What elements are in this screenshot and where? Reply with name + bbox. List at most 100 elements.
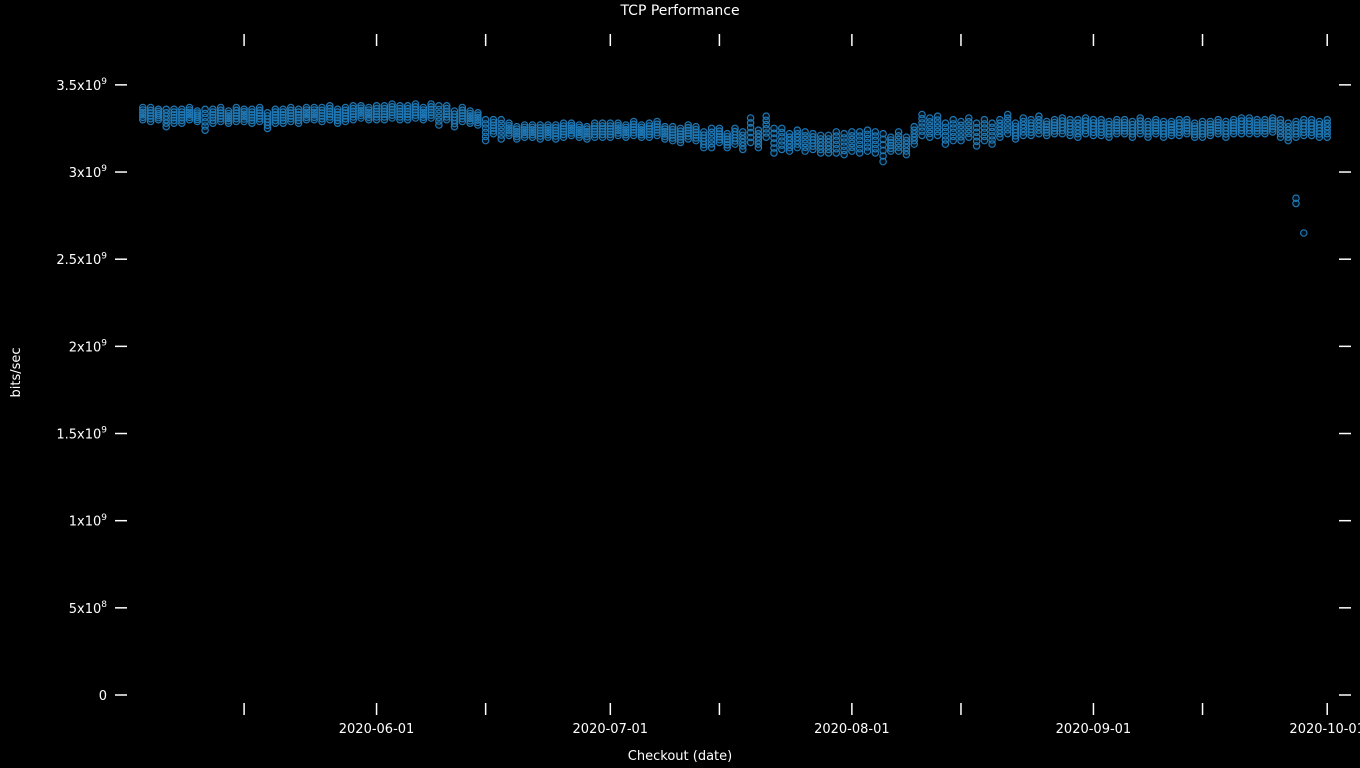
data-point (872, 129, 878, 135)
scatter-chart: TCP Performance 05x1081x1091.5x1092x1092… (0, 0, 1360, 768)
data-point (1324, 117, 1330, 123)
data-point (537, 122, 543, 128)
data-point (786, 131, 792, 137)
data-point (654, 118, 660, 124)
data-point (1160, 118, 1166, 124)
data-point (241, 106, 247, 112)
data-point (560, 120, 566, 126)
data-point (1270, 115, 1276, 121)
data-point (311, 104, 317, 110)
data-point (327, 103, 333, 109)
data-point (1129, 118, 1135, 124)
data-point (1036, 113, 1042, 119)
data-point (942, 120, 948, 126)
data-point (802, 129, 808, 135)
data-point (584, 124, 590, 130)
data-point (155, 106, 161, 112)
data-point (568, 120, 574, 126)
y-tick-label: 2x109 (69, 339, 108, 356)
data-point (1051, 117, 1057, 123)
data-point (1082, 115, 1088, 121)
data-point (755, 127, 761, 133)
data-point (389, 101, 395, 107)
data-point (958, 118, 964, 124)
y-axis-ticks: 05x1081x1091.5x1092x1092.5x1093x1093.5x1… (56, 77, 1351, 704)
data-point (895, 129, 901, 135)
y-axis-label: bits/sec (9, 347, 24, 397)
data-point (833, 129, 839, 135)
data-point (1277, 117, 1283, 123)
data-point (397, 103, 403, 109)
data-point (1106, 118, 1112, 124)
data-point (490, 117, 496, 123)
data-point (623, 122, 629, 128)
data-point (864, 127, 870, 133)
data-point (1254, 117, 1260, 123)
data-point (264, 110, 270, 116)
data-point (1199, 118, 1205, 124)
data-point (950, 117, 956, 123)
data-point (1184, 117, 1190, 123)
data-point (358, 103, 364, 109)
data-point (911, 124, 917, 130)
y-tick-label: 3x109 (69, 164, 108, 181)
data-point (1075, 117, 1081, 123)
data-point (171, 106, 177, 112)
data-point (366, 104, 372, 110)
data-point (989, 120, 995, 126)
data-point (724, 131, 730, 137)
x-tick-label: 2020-09-01 (1056, 722, 1132, 737)
data-point (1301, 230, 1307, 236)
data-point (1059, 115, 1065, 121)
data-point (888, 134, 894, 140)
data-point (436, 103, 442, 109)
data-point (218, 104, 224, 110)
data-point (599, 120, 605, 126)
data-point (1145, 118, 1151, 124)
data-point (1285, 120, 1291, 126)
data-point (303, 104, 309, 110)
data-point (880, 131, 886, 137)
data-point (459, 104, 465, 110)
data-point (615, 120, 621, 126)
data-point (1121, 117, 1127, 123)
x-tick-label: 2020-07-01 (573, 722, 649, 737)
data-point (1308, 117, 1314, 123)
data-point (1316, 118, 1322, 124)
data-point (1238, 115, 1244, 121)
data-point (350, 103, 356, 109)
data-point (1293, 200, 1299, 206)
data-point (747, 115, 753, 121)
data-point (179, 106, 185, 112)
x-tick-label: 2020-10-01 (1289, 722, 1360, 737)
data-point (732, 125, 738, 131)
data-point (1067, 117, 1073, 123)
data-point (475, 110, 481, 116)
y-tick-label: 5x108 (69, 600, 108, 617)
data-point (903, 134, 909, 140)
data-point (1223, 118, 1229, 124)
data-point (412, 101, 418, 107)
data-point (662, 124, 668, 130)
data-point (420, 104, 426, 110)
data-point (779, 125, 785, 131)
data-point (1098, 117, 1104, 123)
data-point (295, 106, 301, 112)
data-point (794, 127, 800, 133)
data-point (1044, 118, 1050, 124)
chart-title: TCP Performance (619, 3, 739, 19)
chart-container: TCP Performance 05x1081x1091.5x1092x1092… (0, 0, 1360, 768)
data-point (225, 108, 231, 114)
data-point (1012, 120, 1018, 126)
x-axis-label: Checkout (date) (628, 749, 732, 764)
data-point (576, 122, 582, 128)
data-point (319, 104, 325, 110)
data-points (140, 101, 1331, 236)
data-point (677, 125, 683, 131)
x-tick-label: 2020-08-01 (814, 722, 890, 737)
data-point (210, 106, 216, 112)
data-point (233, 104, 239, 110)
data-point (1301, 117, 1307, 123)
data-point (740, 129, 746, 135)
data-point (257, 104, 263, 110)
